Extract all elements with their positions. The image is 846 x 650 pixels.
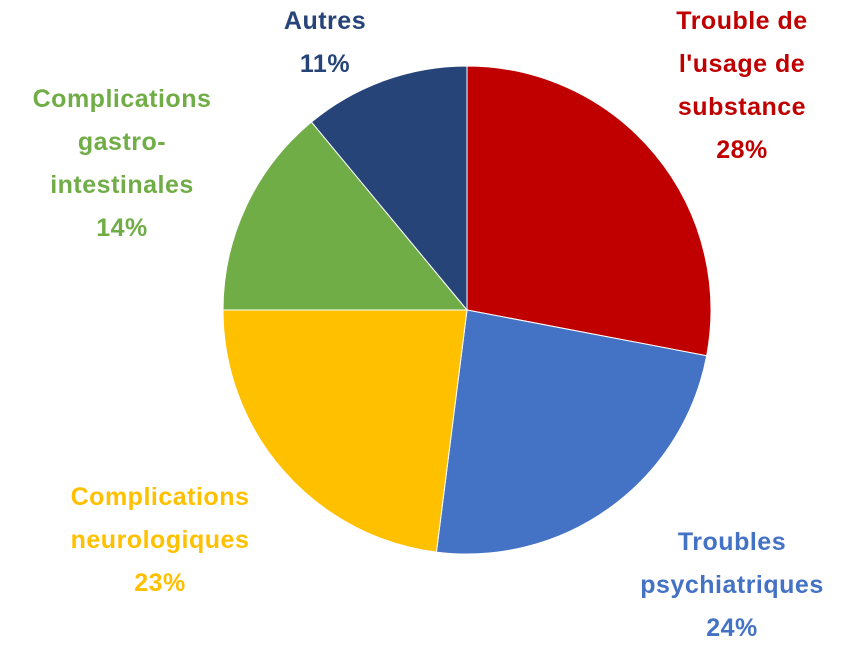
value-label: 24% [706, 614, 758, 642]
value-label: 23% [134, 569, 186, 597]
pie-slice [310, 65, 468, 312]
slice-label: Troubles psychiatriques 24% [612, 521, 846, 650]
category-name: Troubles psychiatriques [640, 528, 824, 599]
pie-slice [466, 65, 712, 357]
category-name: Autres [283, 7, 367, 35]
slice-label: Trouble de l'usage de substance 28% [667, 0, 817, 172]
pie-slice [222, 121, 469, 311]
slice-label: Autres 11% [284, 0, 366, 86]
slice-label: Complications gastro-intestinales 14% [33, 78, 212, 250]
slice-label: Complications neurologiques 23% [35, 476, 285, 605]
category-name: Complications neurologiques [70, 483, 250, 554]
category-name: Trouble de l'usage de substance [676, 7, 808, 121]
value-label: 14% [96, 214, 148, 242]
pie-slice [222, 309, 468, 553]
pie-slice [435, 309, 708, 555]
category-name: Complications gastro-intestinales [32, 85, 212, 199]
value-label: 28% [716, 136, 768, 164]
value-label: 11% [299, 50, 351, 78]
